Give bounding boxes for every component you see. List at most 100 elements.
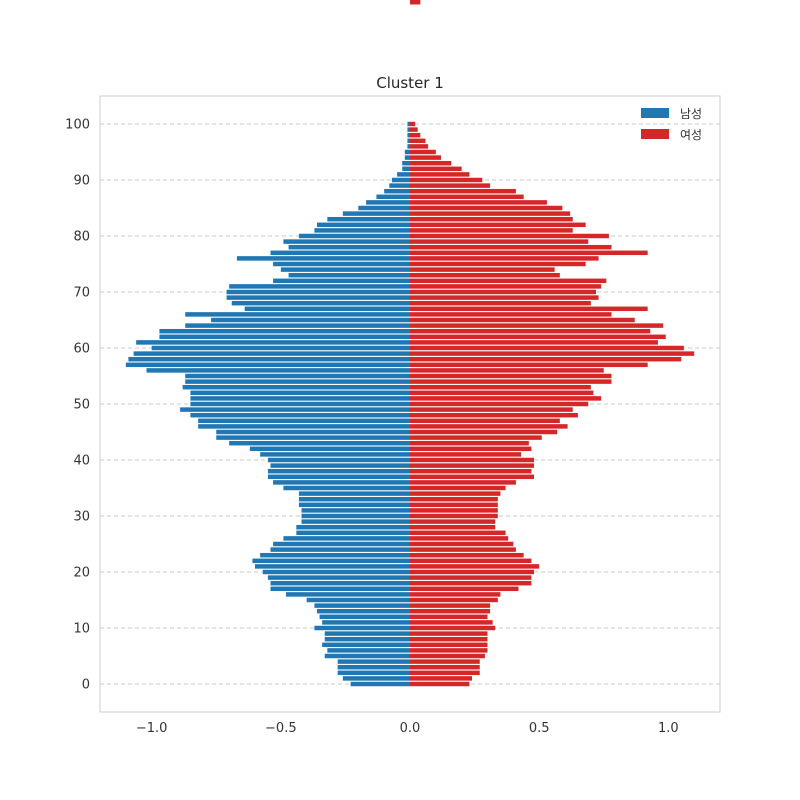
bar-female-age-39 <box>410 463 534 468</box>
bar-female-age-22 <box>410 558 532 564</box>
bar-female-age-41 <box>410 452 522 457</box>
bar-female-age-58 <box>410 356 682 362</box>
bar-male-age-90 <box>391 177 410 183</box>
bar-female-age-10 <box>410 625 496 631</box>
bar-female-age-65 <box>410 317 635 323</box>
bar-male-age-26 <box>283 536 410 541</box>
bar-male-age-49 <box>180 407 410 412</box>
bar-male-age-43 <box>229 440 410 446</box>
bar-male-age-13 <box>317 608 410 614</box>
x-tick-label: 0.0 <box>400 721 421 736</box>
bar-male-age-47 <box>198 418 410 424</box>
bar-female-age-86 <box>410 200 547 205</box>
bar-male-age-7 <box>322 642 410 648</box>
bar-female-age-66 <box>410 312 612 317</box>
bar-male-age-77 <box>270 250 410 256</box>
bar-male-age-37 <box>267 474 410 480</box>
bar-female-age-9 <box>410 631 488 636</box>
bar-female-age-55 <box>410 373 612 379</box>
y-tick-label: 50 <box>73 398 90 413</box>
bar-male-age-29 <box>301 519 410 524</box>
bar-female-age-97 <box>410 138 426 144</box>
bar-male-age-92 <box>402 166 410 172</box>
bar-male-age-88 <box>384 188 410 194</box>
bar-male-age-6 <box>327 648 410 653</box>
bar-male-age-94 <box>404 155 410 160</box>
bar-male-age-18 <box>270 580 410 586</box>
series-1 <box>410 0 695 687</box>
bar-female-age-85 <box>410 205 563 211</box>
bar-male-age-70 <box>226 289 410 295</box>
bar-female-age-84 <box>410 211 571 216</box>
bar-male-age-16 <box>286 592 410 597</box>
bar-male-age-73 <box>288 272 410 278</box>
bar-female-age-20 <box>410 569 534 575</box>
bar-female-age-19 <box>410 575 532 580</box>
bar-male-age-54 <box>185 379 410 384</box>
bar-male-age-24 <box>270 547 410 552</box>
bar-female-age-37 <box>410 474 534 480</box>
bar-female-age-4 <box>410 659 480 664</box>
bar-male-age-53 <box>182 384 410 390</box>
bar-female-age-62 <box>410 334 666 340</box>
bar-male-age-84 <box>342 211 410 216</box>
bar-male-age-80 <box>298 233 410 239</box>
bar-male-age-28 <box>296 524 410 530</box>
bar-female-age-61 <box>410 340 658 345</box>
bar-male-age-82 <box>317 222 410 228</box>
bar-female-age-31 <box>410 508 498 513</box>
bar-female-age-67 <box>410 306 648 312</box>
bar-female-age-50 <box>410 401 589 407</box>
bar-female-age-35 <box>410 485 506 491</box>
bar-female-age-18 <box>410 580 532 586</box>
y-tick-label: 60 <box>73 342 90 357</box>
y-tick-label: 10 <box>73 622 90 637</box>
legend-label-male: 남성 <box>680 107 702 121</box>
x-tick-label: 1.0 <box>658 721 679 736</box>
bar-female-age-23 <box>410 552 524 558</box>
bar-female-age-49 <box>410 407 573 412</box>
bar-male-age-14 <box>314 603 410 608</box>
legend-label-female: 여성 <box>680 128 702 142</box>
bar-female-age-51 <box>410 396 602 401</box>
bar-female-age-5 <box>410 653 485 659</box>
bar-female-age-8 <box>410 636 488 642</box>
bar-female-age-52 <box>410 390 594 396</box>
bar-female-age-32 <box>410 502 498 508</box>
bar-female-age-88 <box>410 188 516 194</box>
bar-female-age-3 <box>410 664 480 670</box>
bar-female-age-38 <box>410 468 532 474</box>
bar-female-age-42 <box>410 446 532 452</box>
y-tick-label: 100 <box>65 118 90 133</box>
bar-female-age-82 <box>410 222 586 228</box>
bar-male-age-72 <box>273 278 410 284</box>
bar-male-age-15 <box>306 597 410 603</box>
bar-female-age-14 <box>410 603 491 608</box>
bar-female-age-undefined <box>410 0 421 5</box>
x-tick-label: 0.5 <box>529 721 550 736</box>
bar-female-age-2 <box>410 670 480 676</box>
bar-male-age-61 <box>136 340 410 345</box>
bar-male-age-3 <box>337 664 410 670</box>
bar-female-age-69 <box>410 295 599 300</box>
bar-female-age-60 <box>410 345 684 351</box>
bar-female-age-63 <box>410 328 651 334</box>
bar-female-age-83 <box>410 216 573 222</box>
bar-female-age-56 <box>410 368 604 373</box>
bar-female-age-76 <box>410 256 599 261</box>
bar-male-age-22 <box>252 558 410 564</box>
bar-female-age-44 <box>410 435 542 440</box>
bar-female-age-78 <box>410 244 612 250</box>
bar-female-age-48 <box>410 412 578 418</box>
bar-female-age-95 <box>410 149 436 155</box>
bar-female-age-89 <box>410 183 491 188</box>
y-tick-label: 0 <box>82 678 90 693</box>
y-tick-label: 30 <box>73 510 90 525</box>
bar-female-age-73 <box>410 272 560 278</box>
bar-male-age-57 <box>125 362 410 368</box>
bar-male-age-50 <box>190 401 410 407</box>
bar-female-age-1 <box>410 676 472 681</box>
bar-male-age-79 <box>283 239 410 244</box>
bar-male-age-10 <box>314 625 410 631</box>
